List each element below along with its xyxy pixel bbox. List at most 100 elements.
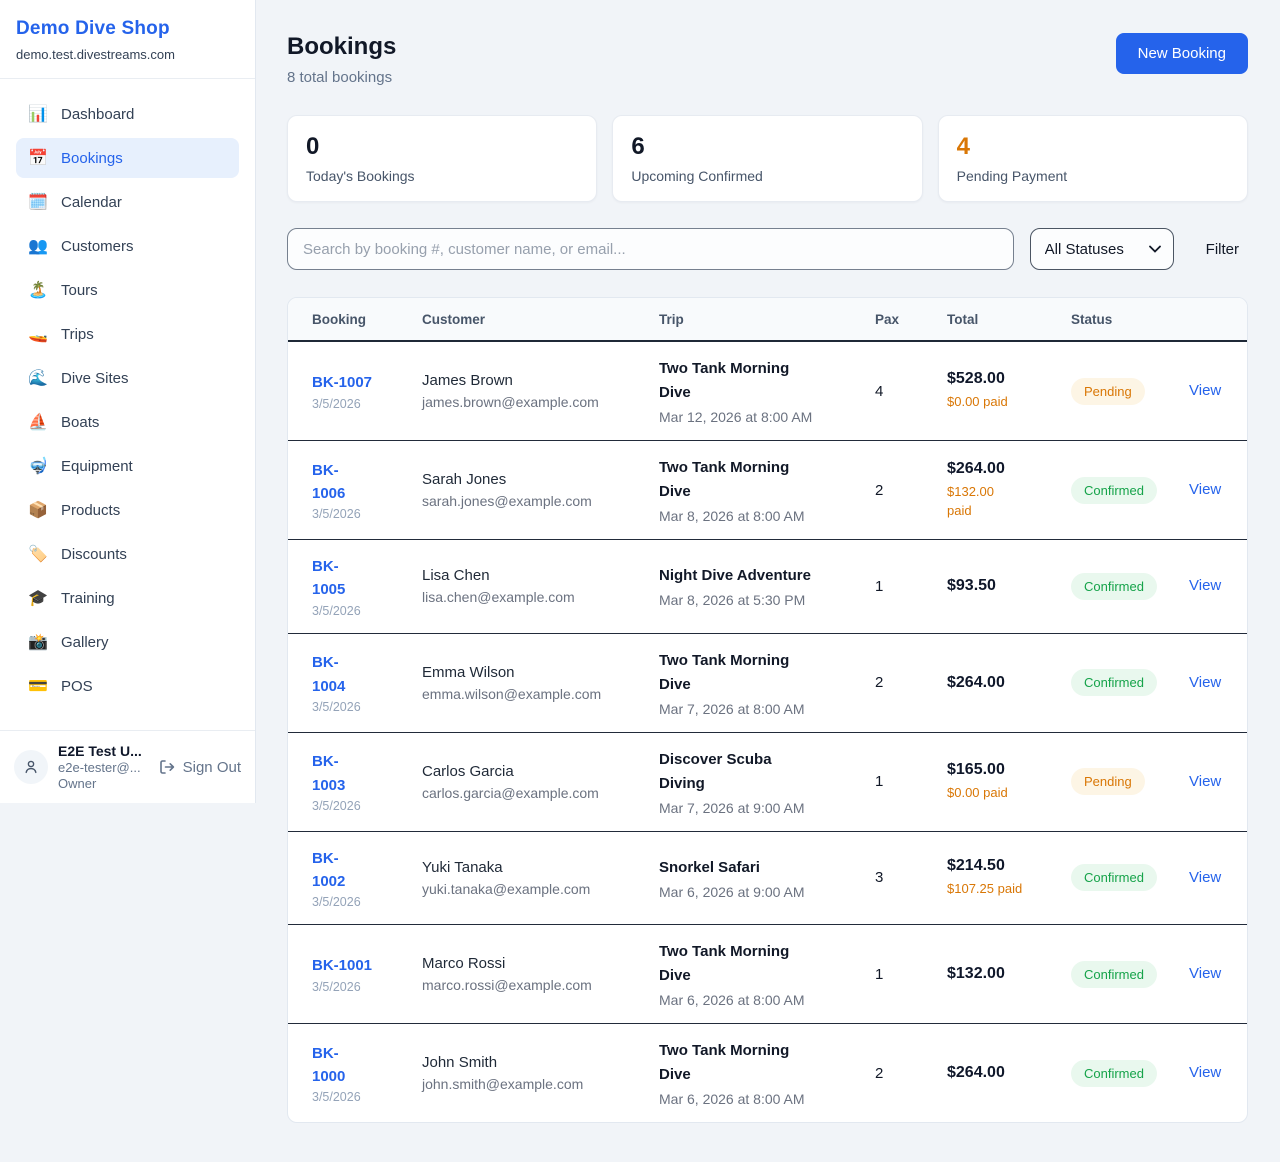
pax-count: 1 — [875, 773, 884, 790]
page-title: Bookings — [287, 33, 397, 60]
brand-domain: demo.test.divestreams.com — [16, 47, 175, 62]
view-link[interactable]: View — [1189, 673, 1222, 691]
booking-number-link[interactable]: BK-1001 — [312, 957, 373, 975]
sidebar-item[interactable]: ⛵ Boats — [16, 402, 239, 442]
sidebar-item-label: Dive Sites — [61, 369, 129, 387]
brand-title[interactable]: Demo Dive Shop — [16, 18, 170, 39]
brand-block[interactable]: Demo Dive Shop demo.test.divestreams.com — [0, 0, 255, 79]
total-amount: $165.00 — [947, 760, 1005, 778]
booking-date: 3/5/2026 — [312, 979, 361, 994]
trip-name: Snorkel Safari — [659, 858, 760, 876]
booking-number-link[interactable]: BK- 1003 — [312, 753, 346, 794]
table-row: BK- 1006 3/5/2026 Sarah Jones sarah.jone… — [288, 441, 1247, 540]
customer-name: Emma Wilson — [422, 663, 515, 681]
user-meta: E2E Test U... e2e-tester@... Owner — [58, 743, 148, 791]
sidebar-nav: 📊 Dashboard 📅 Bookings 🗓️ Calendar 👥 Cus… — [0, 79, 255, 730]
customer-email: james.brown@example.com — [422, 394, 599, 410]
stat-label: Today's Bookings — [306, 168, 415, 184]
column-header-customer: Customer — [422, 311, 486, 327]
booking-number-link[interactable]: BK- 1004 — [312, 654, 346, 695]
stat-card: 0 Today's Bookings — [287, 115, 598, 202]
table-header-row: Booking Customer Trip Pax Total Status — [288, 298, 1247, 342]
sidebar-item[interactable]: 📅 Bookings — [16, 138, 239, 178]
stat-value: 4 — [956, 133, 971, 160]
sidebar-item[interactable]: 🎓 Training — [16, 578, 239, 618]
stat-card: 6 Upcoming Confirmed — [612, 115, 923, 202]
table-row: BK- 1004 3/5/2026 Emma Wilson emma.wilso… — [288, 634, 1247, 733]
booking-date: 3/5/2026 — [312, 798, 361, 813]
sidebar-item-icon: 💳 — [28, 678, 48, 695]
total-amount: $214.50 — [947, 857, 1005, 874]
sidebar-item-label: Calendar — [61, 193, 122, 211]
sidebar-item[interactable]: 🌊 Dive Sites — [16, 358, 239, 398]
total-amount: $264.00 — [947, 673, 1005, 691]
sidebar-item-icon: 🚤 — [28, 326, 48, 343]
sidebar-item[interactable]: 📦 Products — [16, 490, 239, 530]
booking-number-link[interactable]: BK- 1000 — [312, 1044, 346, 1085]
main-content: Bookings 8 total bookings New Booking 0 … — [256, 0, 1280, 1123]
sign-out-button[interactable]: Sign Out — [158, 758, 241, 776]
trip-time: Mar 7, 2026 at 9:00 AM — [659, 799, 805, 816]
total-amount: $264.00 — [947, 1064, 1005, 1081]
stats-row: 0 Today's Bookings 6 Upcoming Confirmed … — [287, 115, 1248, 202]
sidebar-item[interactable]: 📸 Gallery — [16, 622, 239, 662]
customer-email: carlos.garcia@example.com — [422, 784, 599, 801]
customer-name: Marco Rossi — [422, 955, 506, 972]
sidebar-item-label: Gallery — [61, 633, 109, 651]
view-link[interactable]: View — [1189, 1064, 1222, 1081]
trip-name: Two Tank Morning Dive — [659, 943, 790, 984]
trip-name: Two Tank Morning Dive — [659, 360, 790, 401]
pax-count: 1 — [875, 965, 884, 983]
view-link[interactable]: View — [1189, 868, 1222, 886]
booking-number-link[interactable]: BK- 1005 — [312, 558, 346, 599]
sidebar-item[interactable]: 💳 POS — [16, 666, 239, 706]
customer-name: James Brown — [422, 372, 513, 389]
customer-email: marco.rossi@example.com — [422, 977, 592, 993]
stat-value: 0 — [306, 133, 320, 160]
filter-button[interactable]: Filter — [1197, 233, 1248, 266]
total-amount: $528.00 — [947, 370, 1005, 388]
table-row: BK- 1000 3/5/2026 John Smith john.smith@… — [288, 1024, 1247, 1122]
trip-name: Night Dive Adventure — [659, 567, 811, 585]
status-badge: Confirmed — [1071, 960, 1157, 988]
booking-number-link[interactable]: BK- 1006 — [312, 461, 346, 502]
sidebar-item[interactable]: 🏝️ Tours — [16, 270, 239, 310]
sidebar-item[interactable]: 🗓️ Calendar — [16, 182, 239, 222]
sidebar-item[interactable]: 🏷️ Discounts — [16, 534, 239, 574]
trip-name: Two Tank Morning Dive — [659, 459, 790, 500]
view-link[interactable]: View — [1189, 577, 1222, 595]
status-select[interactable]: All Statuses — [1029, 228, 1174, 270]
booking-number-link[interactable]: BK-1007 — [312, 374, 373, 392]
table-row: BK-1007 3/5/2026 James Brown james.brown… — [288, 342, 1247, 441]
sidebar-item[interactable]: 👥 Customers — [16, 226, 239, 266]
column-header-trip: Trip — [659, 311, 684, 327]
new-booking-button[interactable]: New Booking — [1115, 33, 1248, 74]
avatar — [14, 750, 48, 784]
view-link[interactable]: View — [1189, 965, 1222, 982]
view-link[interactable]: View — [1189, 772, 1222, 790]
search-input[interactable] — [287, 228, 1014, 270]
sidebar-item-icon: 📦 — [28, 502, 48, 519]
customer-name: John Smith — [422, 1054, 498, 1071]
bookings-table: Booking Customer Trip Pax Total Status B… — [287, 297, 1248, 1123]
sidebar-item-label: Dashboard — [61, 105, 135, 123]
sidebar-item-icon: 🗓️ — [28, 194, 48, 211]
pax-count: 2 — [875, 481, 884, 499]
page-header: Bookings 8 total bookings New Booking — [287, 33, 1248, 86]
table-row: BK-1001 3/5/2026 Marco Rossi marco.rossi… — [288, 925, 1247, 1024]
sidebar-item[interactable]: 🚤 Trips — [16, 314, 239, 354]
sidebar-item[interactable]: 📊 Dashboard — [16, 94, 239, 134]
sidebar-item-icon: 🏷️ — [28, 546, 48, 563]
trip-time: Mar 6, 2026 at 8:00 AM — [659, 1091, 805, 1107]
stat-label: Pending Payment — [956, 168, 1068, 184]
booking-number-link[interactable]: BK- 1002 — [312, 849, 346, 890]
pax-count: 2 — [875, 674, 884, 691]
view-link[interactable]: View — [1189, 481, 1222, 498]
pax-count: 4 — [875, 382, 884, 400]
user-email: e2e-tester@... — [58, 760, 141, 775]
sidebar-item-icon: 📊 — [28, 106, 48, 123]
sidebar-item-label: POS — [61, 677, 93, 695]
table-row: BK- 1002 3/5/2026 Yuki Tanaka yuki.tanak… — [288, 832, 1247, 925]
view-link[interactable]: View — [1189, 382, 1222, 399]
sidebar-item[interactable]: 🤿 Equipment — [16, 446, 239, 486]
